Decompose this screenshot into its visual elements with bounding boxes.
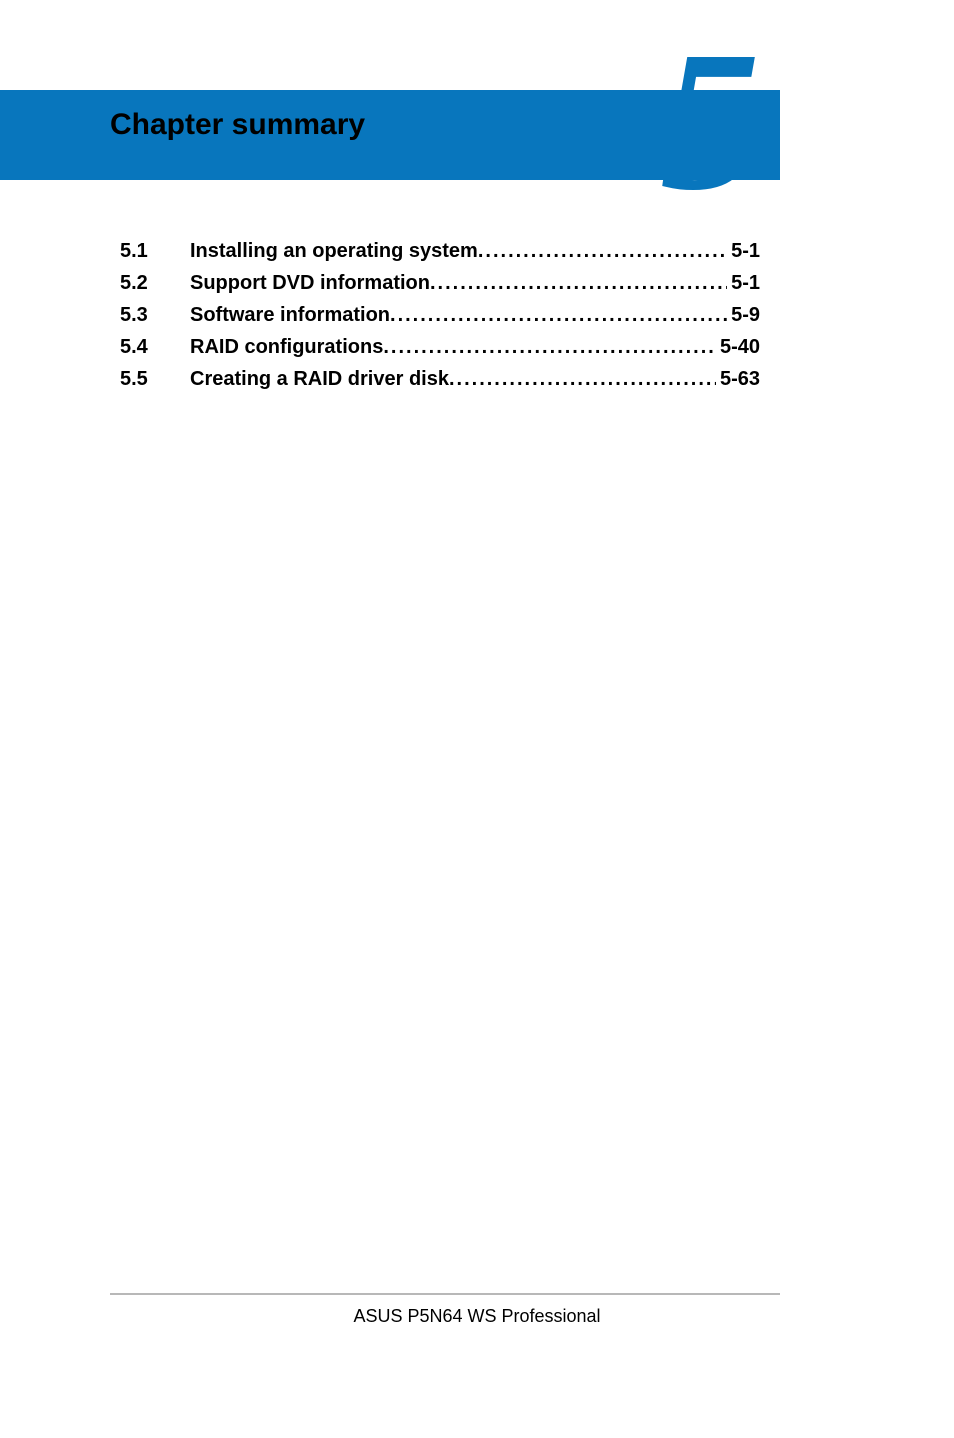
toc-leader-dots — [383, 336, 716, 359]
toc-entry-title: Support DVD information — [190, 272, 430, 295]
toc-entry: 5.5 Creating a RAID driver disk 5-63 — [120, 368, 760, 391]
toc-entry: 5.1 Installing an operating system 5-1 — [120, 240, 760, 263]
toc-entry: 5.2 Support DVD information 5-1 — [120, 272, 760, 295]
toc-leader-dots — [478, 240, 727, 263]
toc-entry-title: Installing an operating system — [190, 240, 478, 263]
footer-text: ASUS P5N64 WS Professional — [0, 1306, 954, 1327]
toc-entry-number: 5.3 — [120, 304, 190, 327]
toc-entry-title: Creating a RAID driver disk — [190, 368, 449, 391]
toc-entry-page: 5-9 — [727, 304, 760, 327]
toc-leader-dots — [430, 272, 727, 295]
toc-entry-page: 5-63 — [716, 368, 760, 391]
toc-entry-title: Software information — [190, 304, 390, 327]
table-of-contents: 5.1 Installing an operating system 5-1 5… — [120, 240, 760, 400]
toc-entry-number: 5.4 — [120, 336, 190, 359]
chapter-summary-title: Chapter summary — [110, 108, 365, 142]
toc-entry-page: 5-40 — [716, 336, 760, 359]
footer-rule — [110, 1293, 780, 1295]
toc-leader-dots — [449, 368, 716, 391]
toc-entry-number: 5.1 — [120, 240, 190, 263]
toc-entry: 5.3 Software information 5-9 — [120, 304, 760, 327]
toc-entry-number: 5.2 — [120, 272, 190, 295]
toc-entry: 5.4 RAID configurations 5-40 — [120, 336, 760, 359]
toc-leader-dots — [390, 304, 727, 327]
toc-entry-number: 5.5 — [120, 368, 190, 391]
toc-entry-page: 5-1 — [727, 240, 760, 263]
toc-entry-page: 5-1 — [727, 272, 760, 295]
page: 5 Chapter summary 5.1 Installing an oper… — [0, 0, 954, 1438]
toc-entry-title: RAID configurations — [190, 336, 383, 359]
